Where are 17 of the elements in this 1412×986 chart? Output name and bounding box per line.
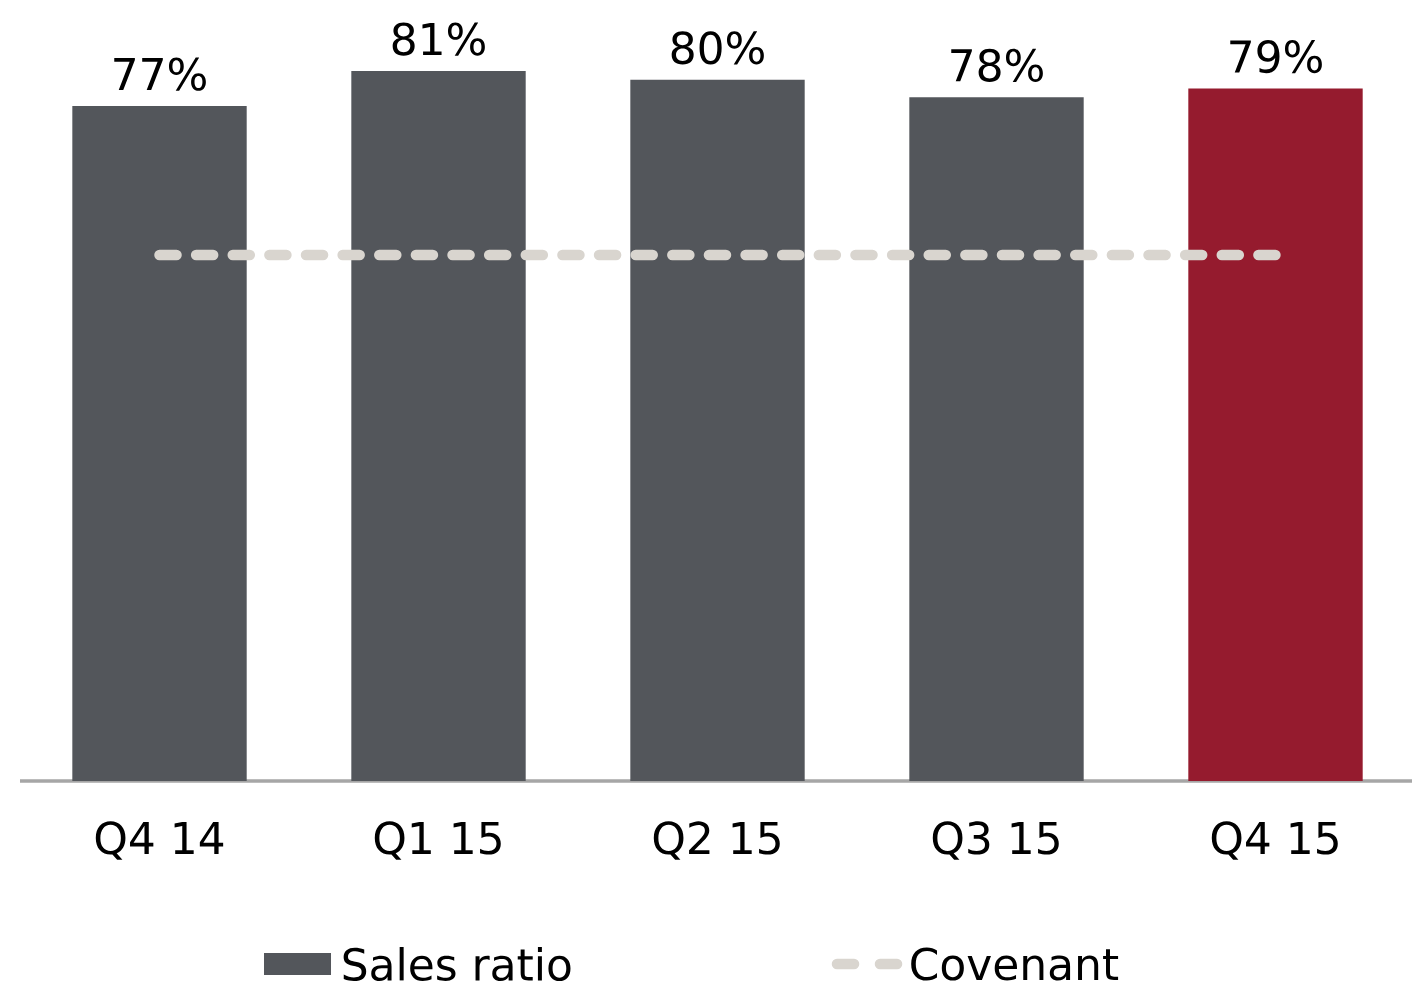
x-tick-label: Q4 14 (95, 821, 224, 860)
data-label: 78% (951, 48, 1043, 82)
x-tick-label: Q2 15 (653, 821, 780, 860)
legend-label: Covenant (911, 947, 1119, 981)
bar (351, 71, 526, 782)
bar (630, 79, 805, 782)
x-tick-label: Q3 15 (932, 821, 1059, 860)
bar (72, 106, 247, 782)
bar (1188, 88, 1363, 782)
x-tick-label: Q4 15 (1211, 821, 1338, 860)
data-label: 80% (671, 31, 764, 65)
data-label: 81% (392, 22, 485, 56)
x-tick-label: Q1 15 (374, 821, 501, 860)
data-label: 79% (1230, 39, 1322, 74)
bar (909, 97, 1084, 782)
legend-label: Sales ratio (343, 946, 571, 981)
data-label: 77% (114, 57, 206, 91)
